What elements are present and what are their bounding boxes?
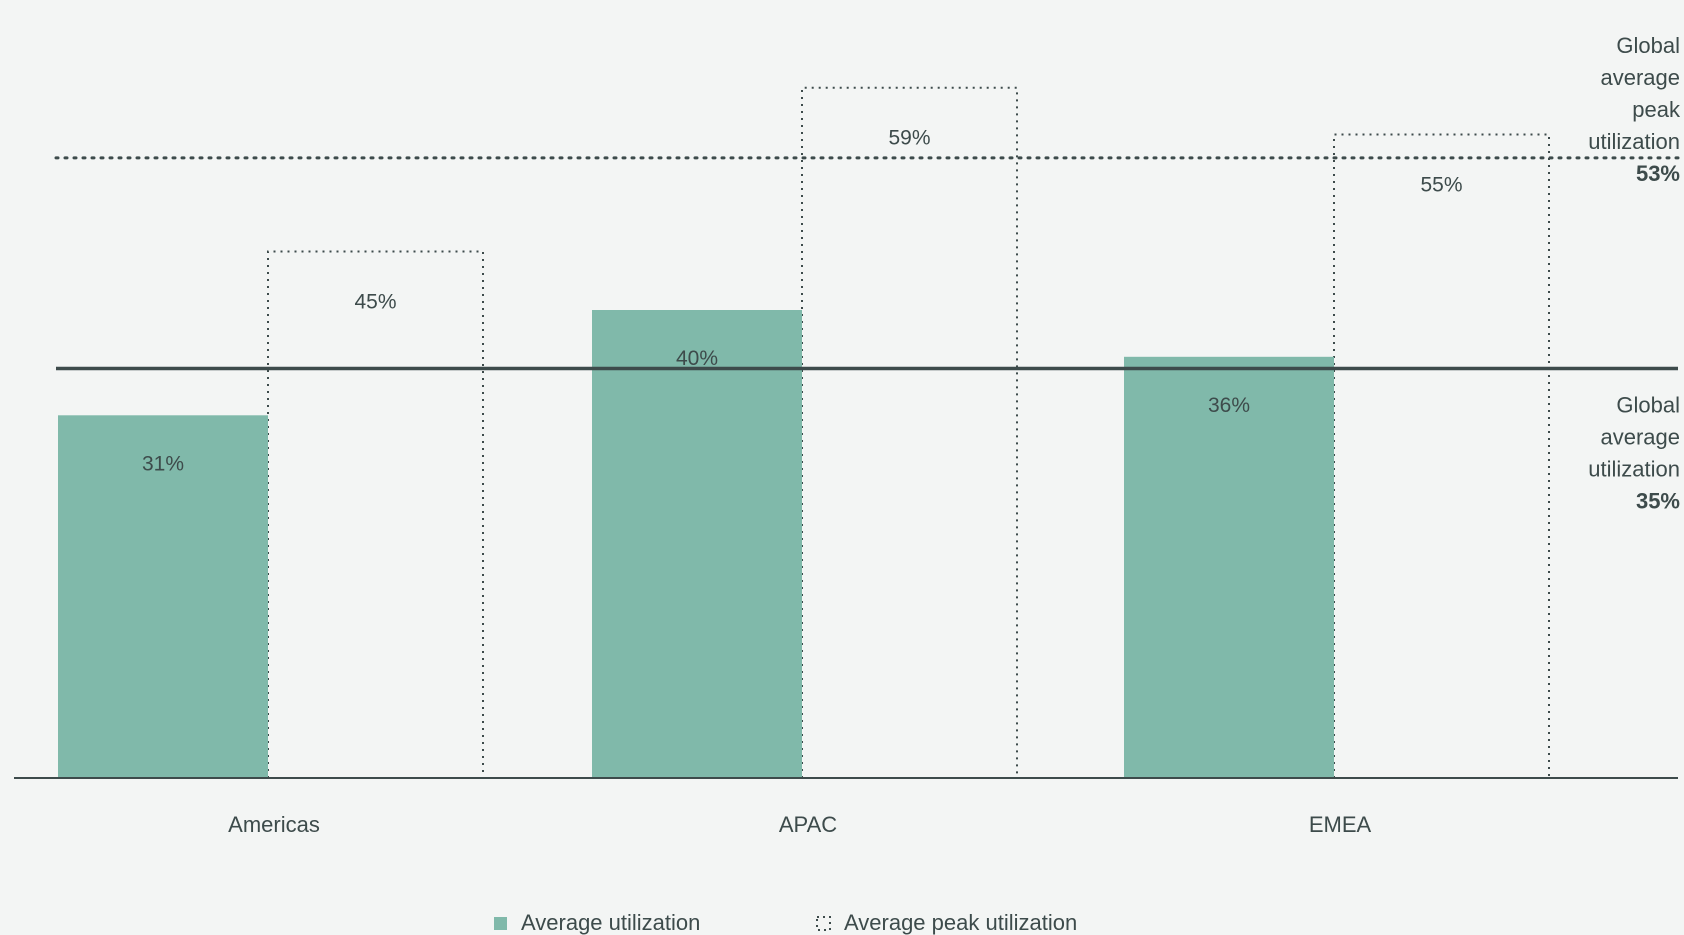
average-value-label-emea: 36% bbox=[1208, 394, 1250, 417]
category-label-emea: EMEA bbox=[1309, 812, 1372, 837]
reference-label-peak-line-0: Global bbox=[1616, 33, 1680, 58]
reference-value-peak: 53% bbox=[1636, 161, 1680, 186]
average-bar-emea bbox=[1124, 356, 1334, 778]
legend-swatch-average-utilization bbox=[494, 917, 507, 930]
peak-bars-group bbox=[267, 86, 1550, 778]
average-value-label-americas: 31% bbox=[142, 452, 184, 475]
legend-swatch-average-peak-utilization bbox=[816, 916, 831, 931]
peak-value-label-emea: 55% bbox=[1420, 174, 1462, 197]
peak-value-label-americas: 45% bbox=[354, 291, 396, 314]
peak-bar-emea bbox=[1333, 133, 1550, 778]
legend-label-average-utilization: Average utilization bbox=[521, 910, 700, 935]
reference-label-avg-line-0: Global bbox=[1616, 393, 1680, 418]
category-label-apac: APAC bbox=[779, 812, 837, 837]
reference-lines-group bbox=[54, 156, 1680, 371]
legend: Average utilization Average peak utiliza… bbox=[494, 910, 1077, 935]
reference-label-peak-line-2: peak bbox=[1632, 97, 1681, 122]
reference-label-avg-line-2: utilization bbox=[1588, 457, 1680, 482]
peak-bar-apac bbox=[801, 86, 1018, 778]
average-bar-apac bbox=[592, 310, 802, 778]
reference-label-peak-line-3: utilization bbox=[1588, 129, 1680, 154]
category-label-americas: Americas bbox=[228, 812, 320, 837]
legend-label-average-peak-utilization: Average peak utilization bbox=[844, 910, 1077, 935]
peak-bar-americas bbox=[267, 250, 484, 778]
reference-label-peak-line-1: average bbox=[1600, 65, 1680, 90]
average-value-label-apac: 40% bbox=[676, 347, 718, 370]
reference-value-avg: 35% bbox=[1636, 489, 1680, 514]
value-labels-group: 31% 45% 40% 59% 36% 55% bbox=[142, 127, 1463, 476]
average-bar-americas bbox=[58, 415, 268, 778]
average-bars-group bbox=[58, 310, 1334, 778]
reference-annotations-group: Global average utilization 35% Global average… bbox=[1588, 33, 1681, 514]
reference-label-avg-line-1: average bbox=[1600, 425, 1680, 450]
category-labels-group: Americas APAC EMEA bbox=[228, 812, 1371, 837]
peak-value-label-apac: 59% bbox=[888, 127, 930, 150]
